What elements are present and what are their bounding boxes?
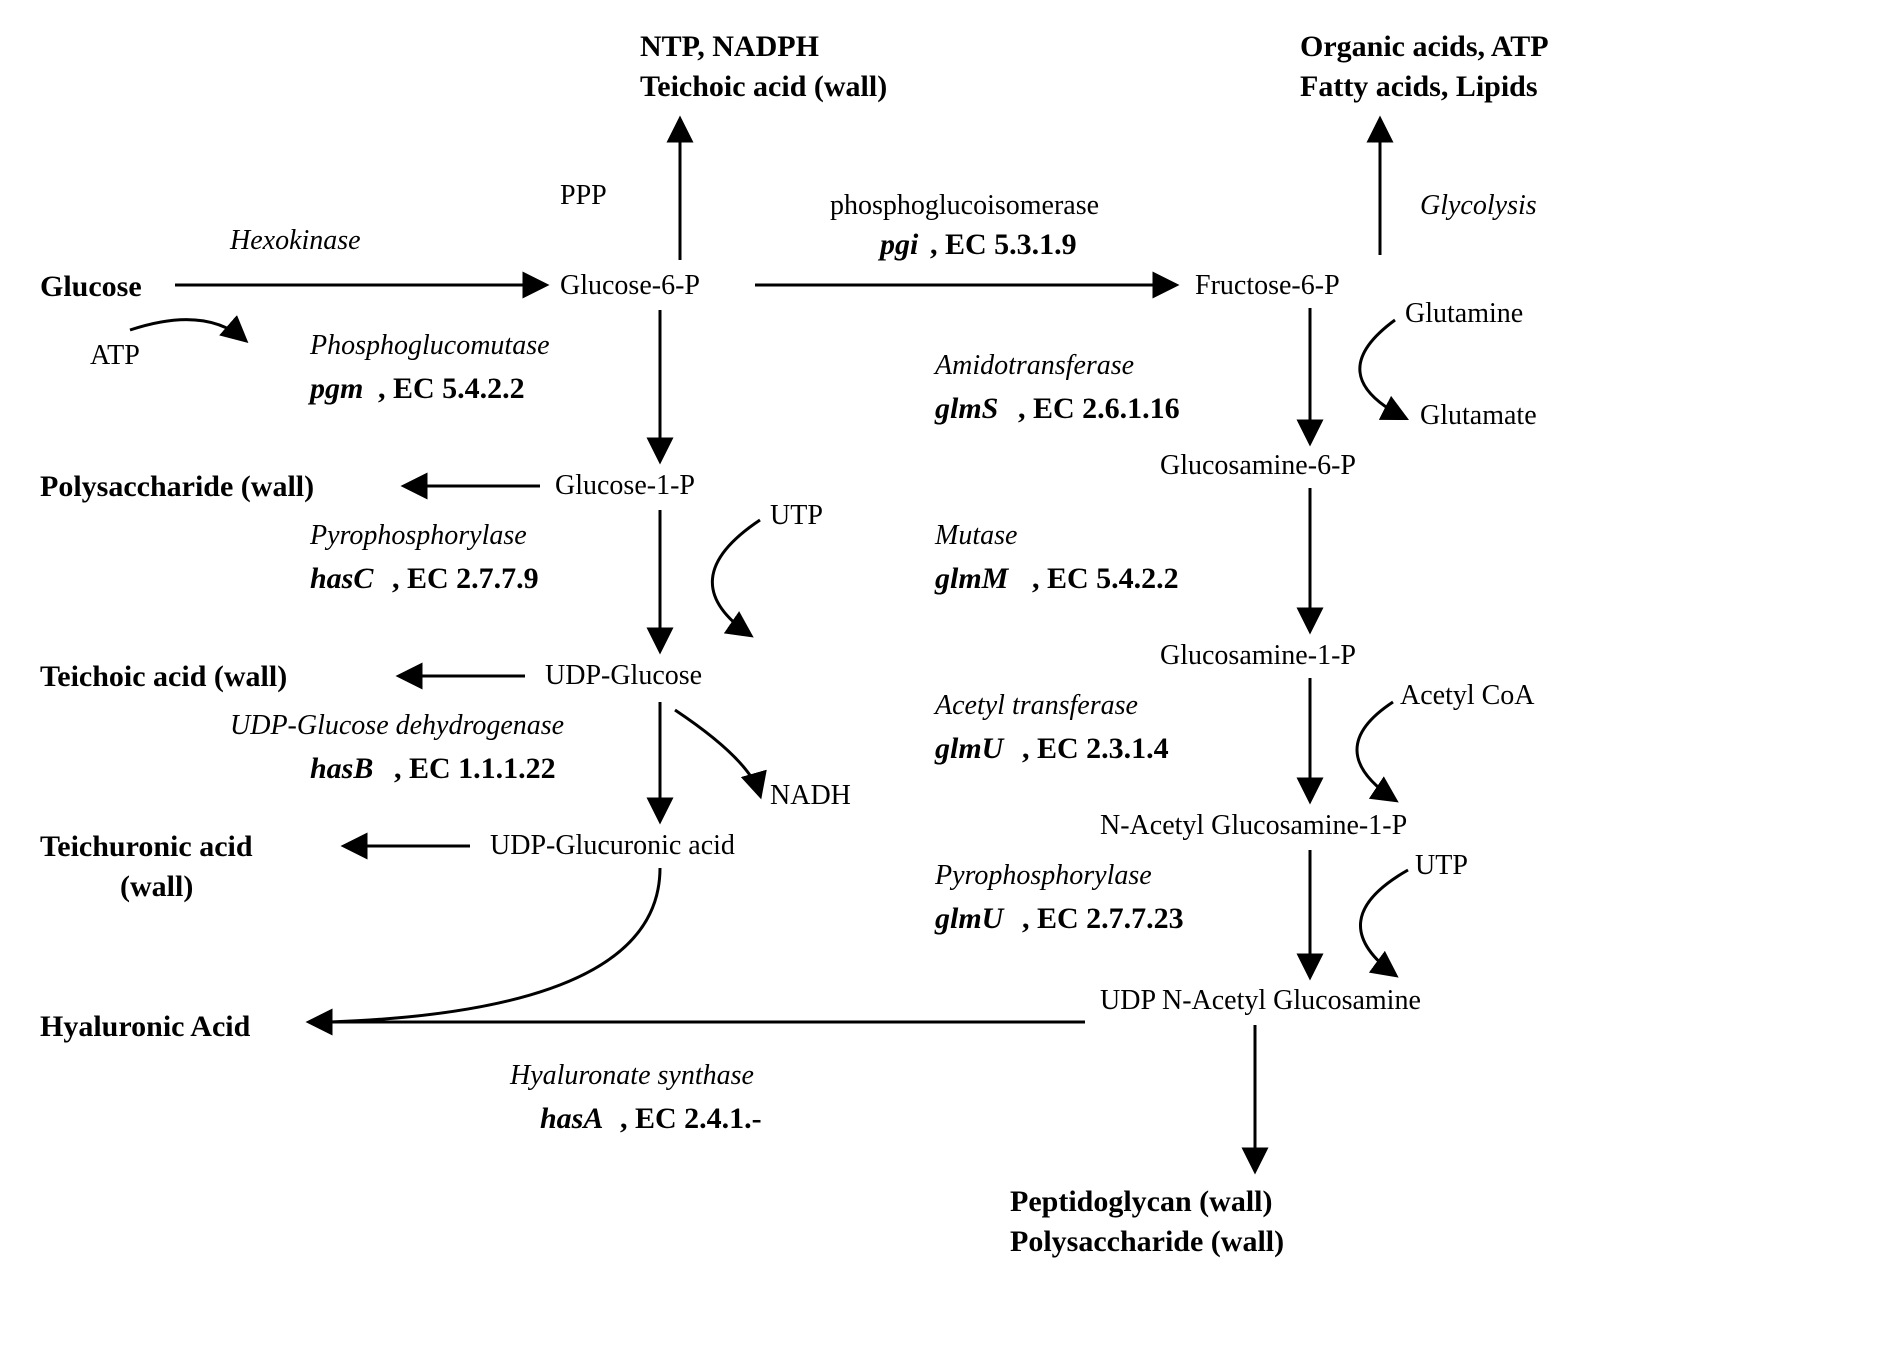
node-pgi_top: phosphoglucoisomerase <box>830 190 1099 222</box>
node-peptido: Peptidoglycan (wall) <box>1010 1185 1273 1220</box>
node-acCoA: Acetyl CoA <box>1400 680 1535 712</box>
node-nagp: N-Acetyl Glucosamine-1-P <box>1100 810 1407 842</box>
node-acet_ec: , EC 2.3.1.4 <box>1022 732 1169 767</box>
node-mutase_ec: , EC 5.4.2.2 <box>1032 562 1179 597</box>
node-acet_gene: glmU <box>935 732 1003 767</box>
node-hexokinase: Hexokinase <box>230 225 361 257</box>
node-ppp: PPP <box>560 180 607 212</box>
node-pyro2_gene: glmU <box>935 902 1003 937</box>
node-teichoic_top: Teichoic acid (wall) <box>640 70 887 105</box>
node-teichoic_left: Teichoic acid (wall) <box>40 660 287 695</box>
edge-acCoA_curve <box>1357 702 1395 800</box>
node-hasA_gene: hasA <box>540 1102 603 1137</box>
node-amido_ec: , EC 2.6.1.16 <box>1018 392 1180 427</box>
node-polysac_left: Polysaccharide (wall) <box>40 470 314 505</box>
node-polysac_bot: Polysaccharide (wall) <box>1010 1225 1284 1260</box>
node-pyro1_top: Pyrophosphorylase <box>310 520 527 552</box>
node-amido_gene: glmS <box>935 392 998 427</box>
edge-atp_curve <box>130 320 245 340</box>
node-udpGlc: UDP-Glucose <box>545 660 702 692</box>
node-pyro1_gene: hasC <box>310 562 373 597</box>
node-glycolysis: Glycolysis <box>1420 190 1537 222</box>
node-amido_top: Amidotransferase <box>935 350 1134 382</box>
node-glutamate: Glutamate <box>1420 400 1537 432</box>
node-udg_gene: hasB <box>310 752 373 787</box>
edge-utp2_curve <box>1360 870 1408 975</box>
node-ntp_nadph: NTP, NADPH <box>640 30 819 65</box>
node-hasA_top: Hyaluronate synthase <box>510 1060 754 1092</box>
node-hasA_ec: , EC 2.4.1.- <box>620 1102 762 1137</box>
node-hyaluronic: Hyaluronic Acid <box>40 1010 250 1045</box>
node-pgm_ec: , EC 5.4.2.2 <box>378 372 525 407</box>
node-fructose6p: Fructose-6-P <box>1195 270 1340 302</box>
node-pgi_bot2: , EC 5.3.1.9 <box>930 228 1077 263</box>
node-acet_top: Acetyl transferase <box>935 690 1138 722</box>
node-pyro2_ec: , EC 2.7.7.23 <box>1022 902 1184 937</box>
edge-nadh_curve <box>675 710 760 795</box>
edge-utp1_curve <box>712 520 760 635</box>
node-teichuronic2: (wall) <box>120 870 193 905</box>
node-pgm_top: Phosphoglucomutase <box>310 330 550 362</box>
node-udg_top: UDP-Glucose dehydrogenase <box>230 710 564 742</box>
pathway-canvas: NTP, NADPH Teichoic acid (wall) Organic ac… <box>0 0 1892 1368</box>
node-utp1: UTP <box>770 500 823 532</box>
edge-udpGA_to_HA <box>330 868 660 1022</box>
node-nadh: NADH <box>770 780 851 812</box>
node-glutamine: Glutamine <box>1405 298 1523 330</box>
node-glcN6P: Glucosamine-6-P <box>1160 450 1356 482</box>
node-organic_acids: Organic acids, ATP <box>1300 30 1549 65</box>
node-udpGA: UDP-Glucuronic acid <box>490 830 735 862</box>
node-pgi_bot1: pgi <box>880 228 918 263</box>
node-udpNAG: UDP N-Acetyl Glucosamine <box>1100 985 1421 1017</box>
node-glucose6p: Glucose-6-P <box>560 270 700 302</box>
node-pyro2_top: Pyrophosphorylase <box>935 860 1152 892</box>
node-fatty_lipids: Fatty acids, Lipids <box>1300 70 1538 105</box>
node-glucose: Glucose <box>40 270 142 305</box>
node-pyro1_ec: , EC 2.7.7.9 <box>392 562 539 597</box>
node-udg_ec: , EC 1.1.1.22 <box>394 752 556 787</box>
node-utp2: UTP <box>1415 850 1468 882</box>
node-mutase_top: Mutase <box>935 520 1017 552</box>
edge-gln_curve <box>1360 320 1405 418</box>
node-atp_in: ATP <box>90 340 140 372</box>
node-pgm_gene: pgm <box>310 372 363 407</box>
node-teichuronic1: Teichuronic acid <box>40 830 253 865</box>
node-mutase_gene: glmM <box>935 562 1008 597</box>
node-glucose1p: Glucose-1-P <box>555 470 695 502</box>
node-glcN1P: Glucosamine-1-P <box>1160 640 1356 672</box>
